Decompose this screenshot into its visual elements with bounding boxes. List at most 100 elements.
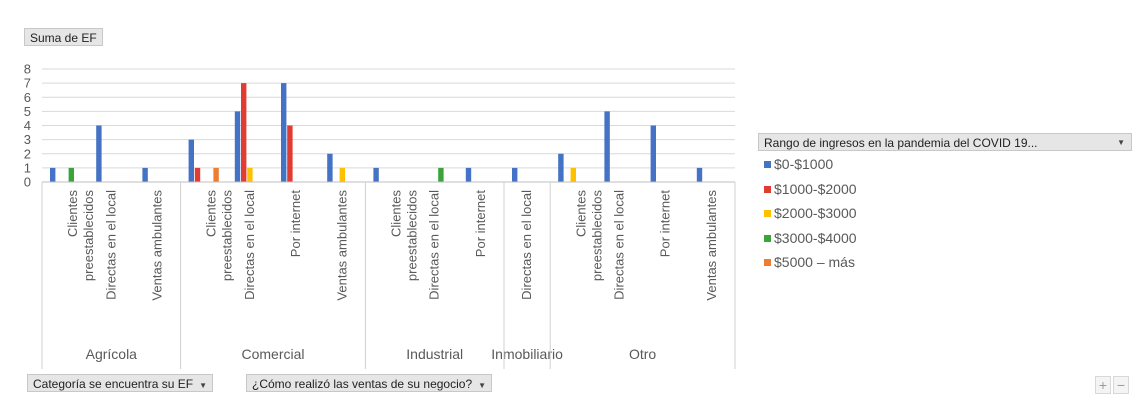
values-field-label: Suma de EF — [30, 31, 97, 45]
category-label: Clientespreestablecidos — [204, 190, 235, 282]
bar[interactable] — [327, 153, 333, 182]
legend-field-button[interactable]: Rango de ingresos en la pandemia del COV… — [758, 133, 1132, 151]
category-label-line: Directas en el local — [612, 190, 627, 300]
bar[interactable] — [438, 167, 444, 182]
category-label-line: Directas en el local — [519, 190, 534, 300]
legend-label: $5000 – más — [774, 254, 855, 270]
bar[interactable] — [68, 167, 74, 182]
values-field-button[interactable]: Suma de EF — [24, 28, 103, 46]
category-label-line: Clientes — [389, 190, 404, 237]
legend-label: $1000-$2000 — [774, 180, 857, 197]
group-label: Otro — [629, 346, 656, 362]
legend-label: $3000-$4000 — [774, 229, 857, 246]
category-label-line: Ventas ambulantes — [334, 190, 349, 301]
legend-swatch — [764, 161, 771, 168]
category-label-line: Directas en el local — [427, 190, 442, 300]
category-label-line: Por internet — [658, 190, 673, 258]
category-label: Por internet — [288, 190, 303, 258]
legend-swatch — [764, 185, 771, 193]
bar[interactable] — [96, 125, 102, 183]
bar[interactable] — [247, 167, 253, 182]
chevron-down-icon[interactable]: ▼ — [199, 381, 208, 390]
group-label: Industrial — [406, 346, 463, 362]
y-tick-label: 8 — [24, 62, 31, 77]
category-label: Directas en el local — [612, 190, 627, 300]
category-field-button[interactable]: Categoría se encuentra su EF ▼ — [27, 374, 214, 392]
category-label-line: Clientes — [573, 190, 588, 237]
category-label: Directas en el local — [103, 190, 118, 300]
legend-swatch — [764, 259, 771, 266]
legend-field-label: Rango de ingresos en la pandemia del COV… — [764, 136, 1038, 150]
category-label-line: Por internet — [288, 190, 303, 258]
chevron-down-icon[interactable]: ▼ — [478, 381, 487, 390]
category-label-line: preestablecidos — [589, 190, 604, 282]
category-label-line: Ventas ambulantes — [704, 190, 719, 301]
bar[interactable] — [650, 125, 656, 183]
y-tick-label: 3 — [24, 132, 31, 147]
legend-swatch — [764, 210, 771, 217]
category-label-line: Clientes — [204, 190, 219, 237]
category-label-line: Ventas ambulantes — [150, 190, 165, 301]
bar[interactable] — [339, 167, 345, 182]
category-label: Directas en el local — [427, 190, 442, 300]
legend-item[interactable]: $2000-$3000 — [764, 205, 857, 230]
bar[interactable] — [696, 167, 703, 182]
zoom-out-button[interactable]: − — [1113, 376, 1129, 394]
category-field-label: Categoría se encuentra su EF — [33, 377, 194, 391]
y-tick-label: 1 — [24, 160, 31, 175]
bar[interactable] — [188, 139, 194, 182]
bar[interactable] — [570, 167, 576, 182]
y-tick-label: 0 — [24, 175, 31, 190]
bar[interactable] — [465, 167, 472, 182]
category-label: Por internet — [473, 190, 488, 258]
category-label-line: Por internet — [473, 190, 488, 258]
category-label: Directas en el local — [519, 190, 534, 300]
category-label-line: preestablecidos — [220, 190, 235, 282]
category-label: Clientespreestablecidos — [389, 190, 420, 282]
legend-item[interactable]: $3000-$4000 — [764, 230, 857, 255]
category-label: Ventas ambulantes — [704, 190, 719, 301]
bar[interactable] — [604, 111, 610, 182]
category-label: Clientespreestablecidos — [65, 190, 96, 282]
legend-item[interactable]: $0-$1000 — [764, 156, 857, 181]
category-label: Por internet — [658, 190, 673, 258]
bar[interactable] — [512, 167, 518, 182]
group-label: Comercial — [241, 346, 304, 362]
category-label-line: preestablecidos — [405, 190, 420, 282]
bar[interactable] — [287, 125, 293, 183]
bar[interactable] — [373, 167, 379, 182]
bar[interactable] — [558, 153, 564, 182]
bar[interactable] — [241, 83, 247, 182]
bar[interactable] — [281, 83, 287, 182]
bar[interactable] — [234, 111, 241, 182]
bar[interactable] — [213, 167, 219, 182]
zoom-in-button[interactable]: + — [1095, 376, 1111, 394]
category-label-line: preestablecidos — [81, 190, 96, 282]
legend-item[interactable]: $1000-$2000 — [764, 181, 857, 206]
category-label: Ventas ambulantes — [334, 190, 349, 301]
category-label: Directas en el local — [242, 190, 257, 300]
sales-method-field-button[interactable]: ¿Cómo realizó las ventas de su negocio? ▼ — [246, 374, 493, 392]
legend: $0-$1000 $1000-$2000 $2000-$3000 $3000-$… — [764, 156, 857, 279]
y-tick-label: 6 — [24, 90, 31, 105]
category-label-line: Clientes — [65, 190, 80, 237]
legend-item[interactable]: $5000 – más — [764, 254, 857, 279]
legend-swatch — [764, 234, 771, 242]
y-tick-label: 7 — [24, 76, 31, 91]
y-tick-label: 5 — [24, 104, 31, 119]
sales-method-field-label: ¿Cómo realizó las ventas de su negocio? — [252, 377, 473, 391]
bar[interactable] — [142, 167, 148, 182]
y-tick-label: 2 — [24, 146, 31, 161]
category-label-line: Directas en el local — [242, 190, 257, 300]
category-label-line: Directas en el local — [103, 190, 118, 300]
group-label: Agrícola — [86, 346, 138, 362]
category-label: Ventas ambulantes — [150, 190, 165, 301]
group-label: Inmobiliario — [491, 346, 563, 362]
bar[interactable] — [50, 167, 56, 182]
bar[interactable] — [194, 167, 201, 182]
legend-label: $2000-$3000 — [774, 205, 857, 221]
chevron-down-icon[interactable]: ▼ — [1117, 138, 1125, 147]
legend-label: $0-$1000 — [774, 156, 834, 172]
